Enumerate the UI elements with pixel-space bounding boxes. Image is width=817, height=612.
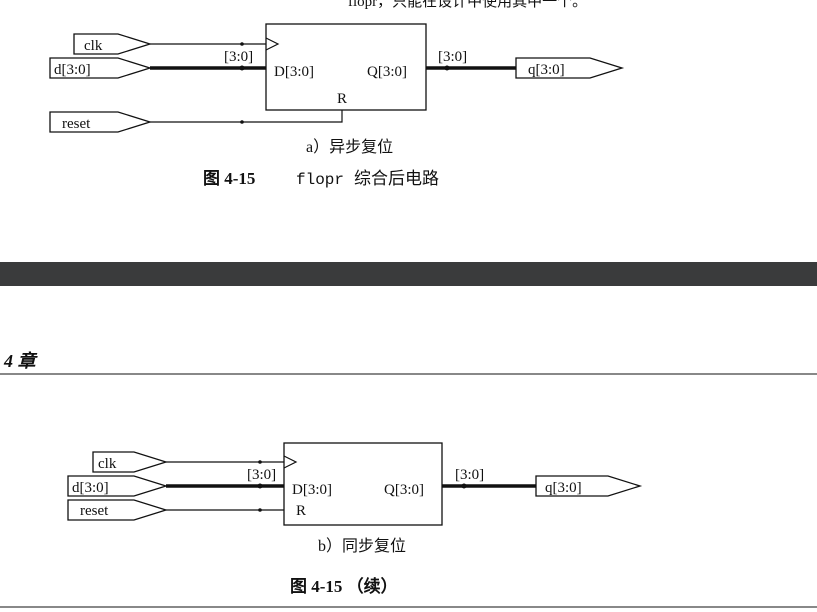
port-clk-a-label: clk — [84, 38, 103, 54]
port-q-a-label: q[3:0] — [528, 62, 565, 78]
figure-caption-a-number: 图 4-15 — [203, 169, 255, 188]
pin-d-b: D[3:0] — [292, 482, 332, 498]
pin-r-a: R — [337, 91, 347, 107]
clock-triangle-b — [283, 455, 298, 469]
bus-label-in-a: [3:0] — [224, 49, 253, 65]
bus-label-in-b: [3:0] — [247, 467, 276, 483]
figure-caption-b: 图 4-15 （续） — [290, 576, 398, 596]
port-d-a — [49, 57, 153, 79]
junction-q-b — [461, 483, 467, 489]
port-clk-a — [73, 33, 153, 55]
flop-box-a — [265, 23, 427, 111]
port-reset-a — [49, 111, 153, 133]
pin-r-b: R — [296, 503, 306, 519]
port-reset-a-label: reset — [62, 116, 91, 132]
bus-label-out-a: [3:0] — [438, 49, 467, 65]
junction-d-b — [257, 483, 263, 489]
port-clk-b — [92, 451, 169, 473]
port-clk-b-label: clk — [98, 456, 117, 472]
figure-b: clk d[3:0] reset [3:0] D[3:0] Q[3:0] R [… — [67, 442, 643, 596]
port-d-b-label: d[3:0] — [72, 480, 109, 496]
wire-reset-a — [150, 108, 343, 123]
port-q-a — [515, 57, 625, 79]
figure-caption-a-text: 综合后电路 — [354, 169, 439, 188]
port-q-b — [535, 475, 643, 497]
port-d-b — [67, 475, 169, 497]
port-q-b-label: q[3:0] — [545, 480, 582, 496]
port-reset-b — [67, 499, 169, 521]
junction-clk-a — [240, 42, 244, 46]
junction-q-a — [444, 65, 450, 71]
subcaption-b: b）同步复位 — [318, 537, 406, 555]
chapter-header: 4 章 — [3, 351, 39, 371]
junction-reset-b — [258, 508, 262, 512]
pin-q-a: Q[3:0] — [367, 64, 407, 80]
figure-a: clk d[3:0] reset [3:0] D[3:0] Q[3:0] R [… — [49, 23, 625, 189]
flop-box-b — [283, 442, 443, 526]
figure-caption-a-code: flopr — [296, 171, 344, 189]
port-d-a-label: d[3:0] — [54, 62, 91, 78]
page-divider-band — [0, 262, 817, 286]
top-text-fragment: flopr，只能在设计中使用其中一个。 — [348, 0, 587, 10]
junction-clk-b — [258, 460, 262, 464]
bus-label-out-b: [3:0] — [455, 467, 484, 483]
pin-d-a: D[3:0] — [274, 64, 314, 80]
port-reset-b-label: reset — [80, 503, 109, 519]
junction-reset-a — [240, 120, 244, 124]
clock-triangle-a — [265, 37, 280, 51]
pin-q-b: Q[3:0] — [384, 482, 424, 498]
junction-d-a — [239, 65, 245, 71]
subcaption-a: a）异步复位 — [306, 138, 393, 156]
